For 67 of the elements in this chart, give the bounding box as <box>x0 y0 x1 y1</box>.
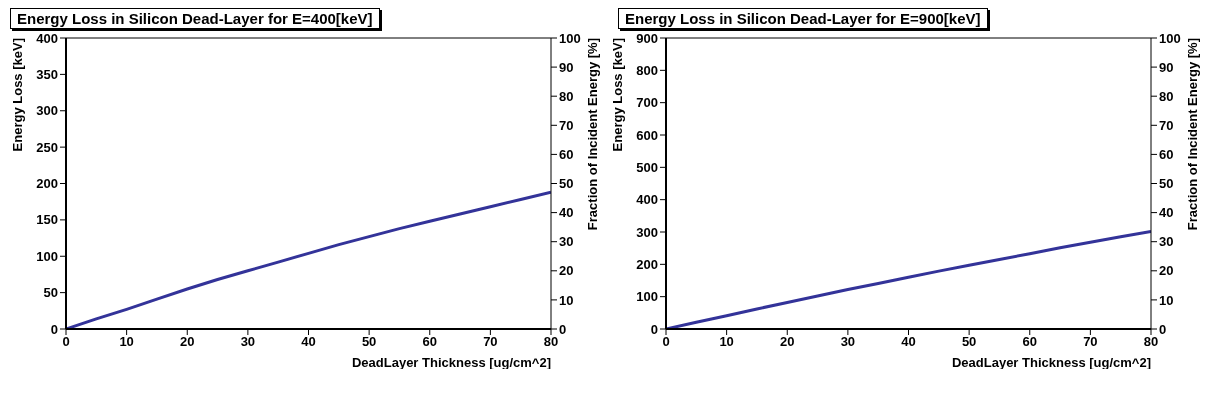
y2-tick-label: 90 <box>1159 59 1174 75</box>
x-tick-label: 80 <box>1143 334 1159 350</box>
y-tick-label: 200 <box>636 256 658 272</box>
y2-tick-label: 80 <box>1159 88 1174 104</box>
y2-tick-label: 70 <box>1159 117 1174 133</box>
y2-axis-title: Fraction of Incident Energy [%] <box>585 38 600 231</box>
y-tick-label: 500 <box>636 159 658 175</box>
x-tick-label: 50 <box>361 334 377 350</box>
y2-tick-label: 60 <box>559 147 574 163</box>
y2-tick-label: 0 <box>559 321 567 337</box>
y2-tick-label: 20 <box>559 263 574 279</box>
x-tick-label: 70 <box>1083 334 1098 350</box>
y2-tick-label: 20 <box>1159 263 1174 279</box>
y2-tick-label: 100 <box>559 30 581 46</box>
y2-tick-label: 30 <box>559 234 574 250</box>
x-tick-label: 20 <box>180 334 195 350</box>
y-axis-title: Energy Loss [keV] <box>610 38 625 152</box>
y-tick-label: 50 <box>43 285 58 301</box>
x-axis-title: DeadLayer Thickness [ug/cm^2] <box>351 355 551 370</box>
x-tick-label: 60 <box>1022 334 1037 350</box>
y2-tick-label: 80 <box>559 88 574 104</box>
x-tick-label: 30 <box>840 334 856 350</box>
y-tick-label: 0 <box>50 321 58 337</box>
y-axis-title: Energy Loss [keV] <box>10 38 25 152</box>
y2-axis-title: Fraction of Incident Energy [%] <box>1185 38 1200 231</box>
x-tick-label: 40 <box>901 334 916 350</box>
y-tick-label: 100 <box>36 248 58 264</box>
x-tick-label: 70 <box>483 334 498 350</box>
y-tick-label: 800 <box>636 62 658 78</box>
y2-tick-label: 30 <box>1159 234 1174 250</box>
y2-tick-label: 40 <box>1159 205 1174 221</box>
y2-tick-label: 40 <box>559 205 574 221</box>
y2-tick-label: 70 <box>559 117 574 133</box>
y2-tick-label: 0 <box>1159 321 1167 337</box>
y-tick-label: 250 <box>36 139 58 155</box>
x-tick-label: 30 <box>240 334 256 350</box>
y-tick-label: 0 <box>650 321 658 337</box>
y-tick-label: 300 <box>636 224 658 240</box>
x-tick-label: 60 <box>422 334 437 350</box>
x-tick-label: 10 <box>119 334 134 350</box>
y-tick-label: 200 <box>36 176 58 192</box>
x-tick-label: 0 <box>662 334 670 350</box>
x-tick-label: 10 <box>719 334 734 350</box>
x-tick-label: 80 <box>543 334 559 350</box>
chart-title: Energy Loss in Silicon Dead-Layer for E=400[keV] <box>10 8 380 29</box>
y-tick-label: 600 <box>636 127 658 143</box>
y-tick-label: 700 <box>636 95 658 111</box>
y-tick-label: 900 <box>636 30 658 46</box>
y-tick-label: 150 <box>36 212 58 228</box>
x-tick-label: 40 <box>301 334 316 350</box>
y2-tick-label: 50 <box>1159 176 1174 192</box>
y2-tick-label: 50 <box>559 176 574 192</box>
y2-tick-label: 10 <box>559 292 574 308</box>
x-tick-label: 20 <box>780 334 795 350</box>
x-tick-label: 50 <box>961 334 977 350</box>
x-axis-title: DeadLayer Thickness [ug/cm^2] <box>951 355 1151 370</box>
y2-tick-label: 90 <box>559 59 574 75</box>
x-tick-label: 0 <box>62 334 70 350</box>
chart-title: Energy Loss in Silicon Dead-Layer for E=900[keV] <box>618 8 988 29</box>
y-tick-label: 100 <box>636 289 658 305</box>
y2-tick-label: 10 <box>1159 292 1174 308</box>
y-tick-label: 300 <box>36 103 58 119</box>
y2-tick-label: 100 <box>1159 30 1181 46</box>
y-tick-label: 400 <box>36 30 58 46</box>
y-tick-label: 400 <box>636 192 658 208</box>
y2-tick-label: 60 <box>1159 147 1174 163</box>
y-tick-label: 350 <box>36 66 58 82</box>
